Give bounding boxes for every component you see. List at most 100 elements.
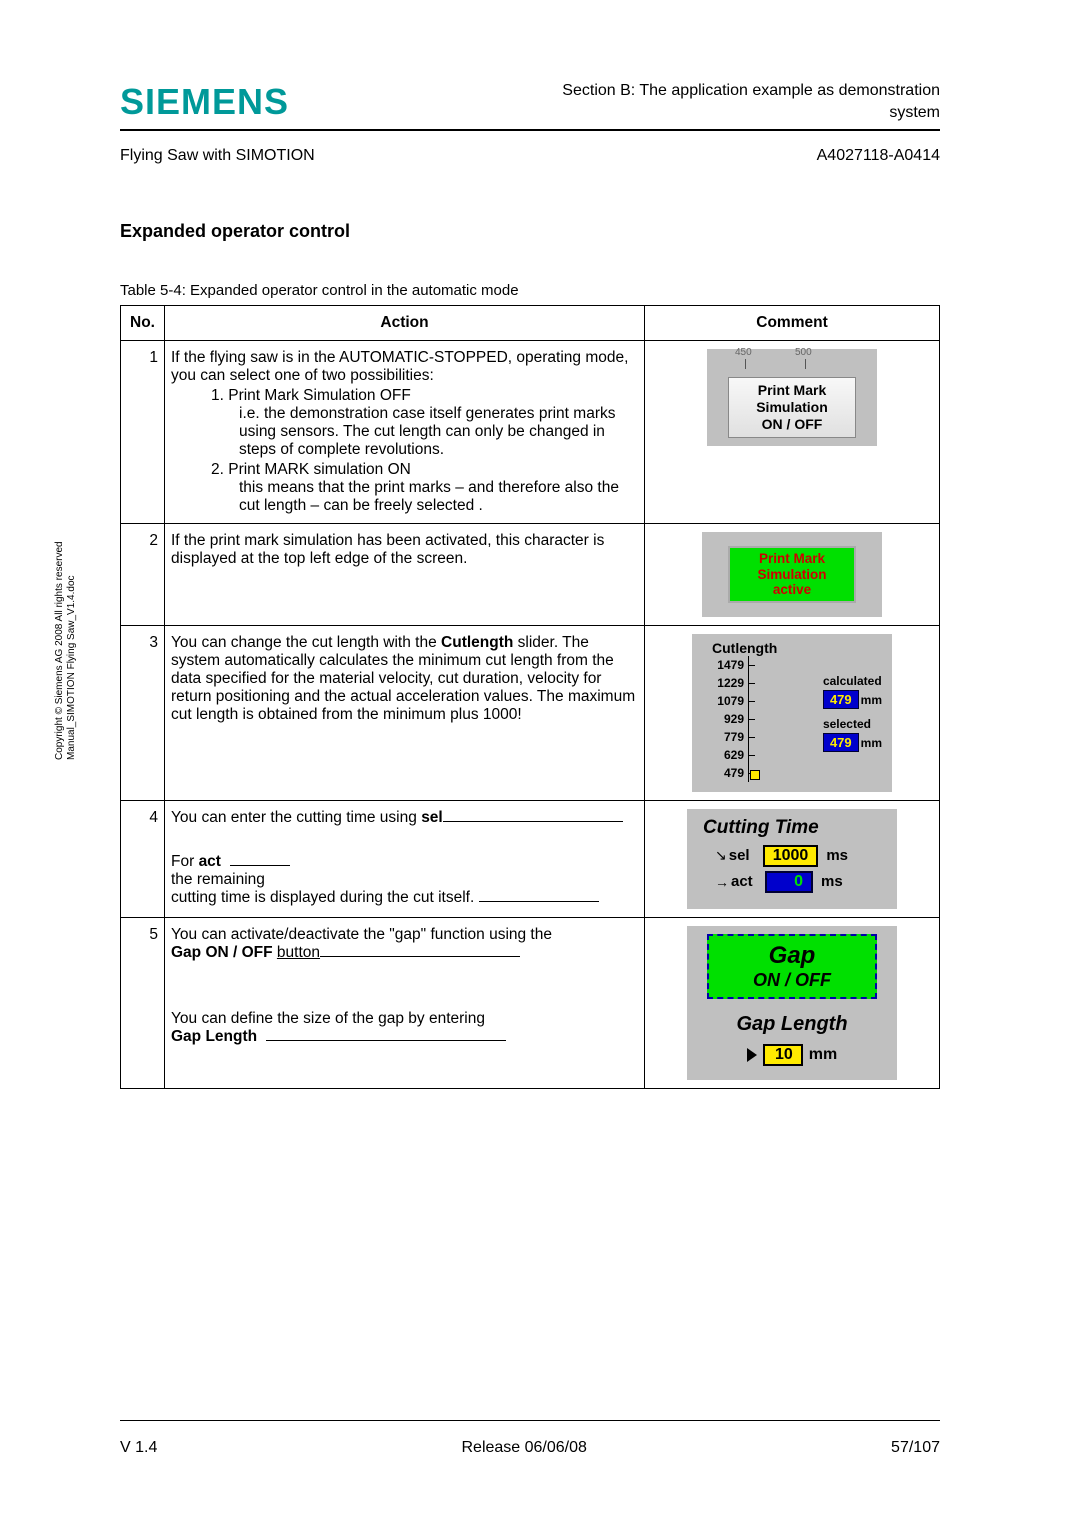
scale-numbers: 450 500: [707, 349, 877, 359]
gap-toggle-button[interactable]: Gap ON / OFF: [707, 934, 877, 999]
table-row: 5 You can activate/deactivate the "gap" …: [121, 917, 940, 1088]
gap-length-input[interactable]: 10: [763, 1044, 803, 1066]
row1-item1-body: i.e. the demonstration case itself gener…: [239, 405, 638, 459]
tick-label: 1229: [700, 676, 748, 690]
btn-line: Simulation: [731, 399, 853, 416]
leader-line-icon: [479, 901, 599, 902]
table-row: 2 If the print mark simulation has been …: [121, 524, 940, 626]
footer-page: 57/107: [891, 1439, 940, 1457]
doc-id-right: A4027118-A0414: [817, 147, 940, 165]
copyright-line1: Copyright © Siemens AG 2008 All rights r…: [54, 541, 65, 760]
act-row: → act 0 ms: [715, 871, 887, 893]
leader-line-icon: [230, 865, 290, 866]
tick-label: 479: [700, 766, 748, 780]
selected-label: selected: [823, 717, 882, 731]
gap-onoff-word: Gap ON / OFF: [171, 944, 277, 961]
printmark-sim-toggle-button[interactable]: Print Mark Simulation ON / OFF: [728, 377, 856, 437]
row5-text2: You can define the size of the gap by en…: [171, 1010, 638, 1028]
badge-line: Simulation: [730, 567, 854, 583]
unit-mm: mm: [809, 1046, 837, 1064]
triangle-icon: [747, 1048, 757, 1062]
slider-handle-icon[interactable]: [750, 770, 760, 780]
gap-panel: Gap ON / OFF Gap Length 10 mm: [687, 926, 897, 1080]
header-section: Section B: The application example as de…: [562, 80, 940, 123]
unit-ms: ms: [826, 847, 848, 864]
row5-action: You can activate/deactivate the "gap" fu…: [165, 917, 645, 1088]
act-value: 0: [765, 871, 813, 893]
button-word: button: [277, 944, 320, 961]
row4-comment: Cutting Time ↘ sel 1000 ms → act 0 ms: [645, 800, 940, 917]
row4-last: cutting time is displayed during the cut…: [171, 889, 474, 906]
row1-action: If the flying saw is in the AUTOMATIC-ST…: [165, 341, 645, 524]
leader-line-icon: [266, 1040, 506, 1041]
printmark-sim-panel: 450 500 Print Mark Simulation ON / OFF: [707, 349, 877, 445]
cutting-time-title: Cutting Time: [703, 817, 887, 839]
header-rule: [120, 129, 940, 131]
badge-line: active: [730, 582, 854, 598]
row4-text: You can enter the cutting time using: [171, 809, 421, 826]
row4-for: For: [171, 853, 199, 870]
tick-label: 779: [700, 730, 748, 744]
arrow-icon: →: [715, 874, 729, 890]
row2-action: If the print mark simulation has been ac…: [165, 524, 645, 626]
header-section-line1: Section B: The application example as de…: [562, 80, 940, 102]
doc-title-left: Flying Saw with SIMOTION: [120, 147, 315, 165]
row2-comment: Print Mark Simulation active: [645, 524, 940, 626]
table-row: 3 You can change the cut length with the…: [121, 625, 940, 800]
unit-mm: mm: [861, 693, 882, 707]
table-caption: Table 5-4: Expanded operator control in …: [120, 282, 940, 299]
header-row: SIEMENS Section B: The application examp…: [120, 80, 940, 123]
sel-row: ↘ sel 1000 ms: [715, 845, 887, 867]
copyright-line2: Manual_SIMOTION Flying Saw_V1.4.doc: [66, 575, 77, 760]
gap-length-word: Gap Length: [171, 1028, 257, 1045]
calculated-value: 479: [823, 690, 859, 709]
scale-num: 500: [795, 347, 812, 358]
row3-action: You can change the cut length with the C…: [165, 625, 645, 800]
arrow-icon: ↘: [715, 847, 727, 864]
btn-line: ON / OFF: [731, 416, 853, 433]
table-row: 4 You can enter the cutting time using s…: [121, 800, 940, 917]
cutlength-word: Cutlength: [441, 634, 513, 651]
row1-list: 1. Print Mark Simulation OFF i.e. the de…: [211, 387, 638, 515]
col-comment: Comment: [645, 306, 940, 341]
cutlength-title: Cutlength: [712, 640, 884, 656]
footer-rule: [120, 1420, 940, 1421]
cutlength-panel: Cutlength 1479 1229 1079 929 779 629 479…: [692, 634, 892, 792]
siemens-logo: SIEMENS: [120, 81, 289, 123]
scale-num: 450: [735, 347, 752, 358]
leader-line-icon: [443, 821, 623, 822]
subheader: Flying Saw with SIMOTION A4027118-A0414: [120, 147, 940, 165]
col-no: No.: [121, 306, 165, 341]
gap-btn-line1: Gap: [709, 942, 875, 970]
row1-no: 1: [121, 341, 165, 524]
tick-label: 1479: [700, 658, 748, 672]
col-action: Action: [165, 306, 645, 341]
operator-table: No. Action Comment 1 If the flying saw i…: [120, 305, 940, 1089]
act-label: act: [731, 873, 765, 890]
row1-intro: If the flying saw is in the AUTOMATIC-ST…: [171, 349, 638, 385]
btn-line: Print Mark: [731, 382, 853, 399]
act-word: act: [199, 853, 221, 870]
section-title: Expanded operator control: [120, 221, 940, 242]
row2-no: 2: [121, 524, 165, 626]
unit-mm: mm: [861, 736, 882, 750]
sel-label: sel: [729, 847, 763, 864]
tick-label: 629: [700, 748, 748, 762]
sel-input[interactable]: 1000: [763, 845, 819, 867]
gap-btn-line2: ON / OFF: [709, 970, 875, 991]
row1-item1-head: 1. Print Mark Simulation OFF: [211, 387, 638, 405]
gap-length-row: 10 mm: [695, 1044, 889, 1066]
row3-text-a: You can change the cut length with the: [171, 634, 441, 651]
row1-comment: 450 500 Print Mark Simulation ON / OFF: [645, 341, 940, 524]
page-body: SIEMENS Section B: The application examp…: [120, 80, 940, 1089]
scale-ticks: [707, 359, 877, 373]
leader-line-icon: [320, 956, 520, 957]
badge-line: Print Mark: [730, 551, 854, 567]
cutlength-readouts: calculated 479mm selected 479mm: [823, 674, 882, 752]
sim-active-panel: Print Mark Simulation active: [702, 532, 882, 617]
gap-length-title: Gap Length: [695, 1013, 889, 1036]
row1-item2-head: 2. Print MARK simulation ON: [211, 461, 638, 479]
cutting-time-panel: Cutting Time ↘ sel 1000 ms → act 0 ms: [687, 809, 897, 909]
row1-item2-body: this means that the print marks – and th…: [239, 479, 638, 515]
tick-label: 1079: [700, 694, 748, 708]
